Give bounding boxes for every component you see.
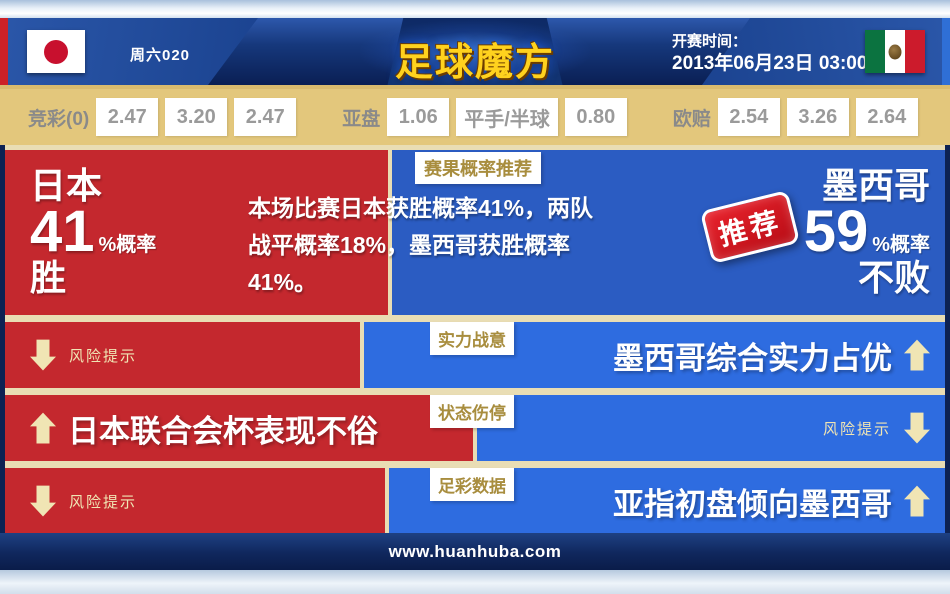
prediction-panel: 日本 41 %概率 胜 墨西哥 59 %概率 不败 赛果概率推荐 本场比赛日本获… — [5, 150, 945, 315]
odds-value-box: 2.47 — [96, 98, 159, 136]
result-probability-badge: 赛果概率推荐 — [415, 152, 541, 184]
home-outcome: 胜 — [30, 257, 67, 298]
right-blue-accent-bar — [942, 18, 950, 85]
match-code: 周六020 — [130, 47, 191, 64]
down-arrow-icon — [904, 412, 930, 444]
summary-line: 本场比赛日本获胜概率41%，两队 — [248, 195, 594, 221]
down-arrow-icon — [30, 485, 56, 517]
japan-flag-circle — [44, 39, 68, 64]
risk-label: 风险提示 — [69, 493, 138, 511]
summary-line: 41%。 — [248, 269, 318, 295]
row2-label-box: 状态伤停 — [430, 395, 514, 428]
analysis-row-strength: 风险提示 墨西哥综合实力占优 实力战意 — [5, 322, 945, 388]
odds-handicap-box: 平手/半球 — [456, 98, 558, 136]
mexico-flag-red-stripe — [905, 30, 925, 73]
home-probability: 41 — [30, 199, 95, 264]
summary-line: 战平概率18%，墨西哥获胜概率 — [248, 232, 571, 258]
away-team-name: 墨西哥 — [821, 165, 930, 206]
top-gradient-band — [0, 0, 950, 18]
mexico-flag-green-stripe — [865, 30, 885, 73]
odds-label-oupei: 欧赔 — [672, 108, 711, 130]
odds-bar: 竞彩(0) 2.47 3.20 2.47 亚盘 1.06 平手/半球 0.80 … — [0, 85, 950, 145]
odds-value-box: 2.64 — [855, 98, 918, 136]
footer: www.huanhuba.com — [0, 533, 950, 570]
japan-flag — [27, 30, 85, 73]
analysis-body: 日本 41 %概率 胜 墨西哥 59 %概率 不败 赛果概率推荐 本场比赛日本获… — [0, 145, 950, 534]
home-team-name: 日本 — [30, 165, 103, 206]
row-gap — [5, 388, 945, 395]
row3-red-block: 风险提示 — [5, 468, 385, 534]
odds-value-box: 2.47 — [234, 98, 297, 136]
odds-label-jingcai: 竞彩(0) — [28, 108, 90, 130]
analysis-row-form: 日本联合会杯表现不俗 风险提示 状态伤停 — [5, 395, 945, 461]
headline-text: 墨西哥综合实力占优 — [613, 340, 892, 376]
kickoff-info: 开赛时间： 2013年06月23日 03:00 — [672, 32, 867, 76]
risk-label: 风险提示 — [69, 347, 138, 365]
site-url-link[interactable]: www.huanhuba.com — [388, 541, 562, 561]
mexico-flag-emblem — [888, 44, 902, 59]
home-team-panel: 日本 41 %概率 胜 — [5, 150, 388, 315]
odds-value-box: 3.26 — [786, 98, 849, 136]
mexico-flag-white-stripe — [885, 30, 905, 73]
home-probability-suffix: %概率 — [98, 234, 157, 256]
mexico-flag — [865, 30, 925, 73]
odds-value-box: 1.06 — [387, 98, 450, 136]
away-probability: 59 — [803, 199, 869, 264]
up-arrow-icon — [904, 339, 930, 371]
bottom-gradient-band — [0, 570, 950, 594]
risk-label: 风险提示 — [822, 420, 891, 438]
summary-text: 本场比赛日本获胜概率41%，两队 战平概率18%，墨西哥获胜概率 41%。 — [248, 190, 593, 301]
odds-value-box: 0.80 — [564, 98, 627, 136]
headline-text: 日本联合会杯表现不俗 — [68, 413, 378, 449]
row-gap — [5, 315, 945, 322]
away-team-panel: 墨西哥 59 %概率 不败 — [392, 150, 945, 315]
odds-value-box: 3.20 — [165, 98, 228, 136]
match-header: 周六020 足球魔方 开赛时间： 2013年06月23日 03:00 — [0, 18, 950, 85]
kickoff-label: 开赛时间： — [672, 33, 748, 50]
down-arrow-icon — [30, 339, 56, 371]
kickoff-time: 2013年06月23日 03:00 — [672, 53, 868, 74]
away-outcome: 不败 — [857, 257, 930, 298]
row1-red-block: 风险提示 — [5, 322, 360, 388]
row2-blue-block: 风险提示 — [477, 395, 945, 461]
logo-glow — [360, 19, 590, 84]
up-arrow-icon — [30, 412, 56, 444]
odds-value-box: 2.54 — [717, 98, 780, 136]
row3-label-box: 足彩数据 — [430, 468, 514, 501]
left-red-accent-bar — [0, 18, 8, 85]
analysis-row-data: 风险提示 亚指初盘倾向墨西哥 足彩数据 — [5, 468, 945, 534]
row2-red-block: 日本联合会杯表现不俗 — [5, 395, 473, 461]
row-gap — [5, 461, 945, 468]
odds-label-yapan: 亚盘 — [342, 108, 381, 130]
row1-label-box: 实力战意 — [430, 322, 514, 355]
site-logo: 足球魔方 — [394, 42, 556, 84]
headline-text: 亚指初盘倾向墨西哥 — [613, 486, 892, 522]
away-probability-suffix: %概率 — [872, 234, 930, 256]
up-arrow-icon — [904, 485, 930, 517]
